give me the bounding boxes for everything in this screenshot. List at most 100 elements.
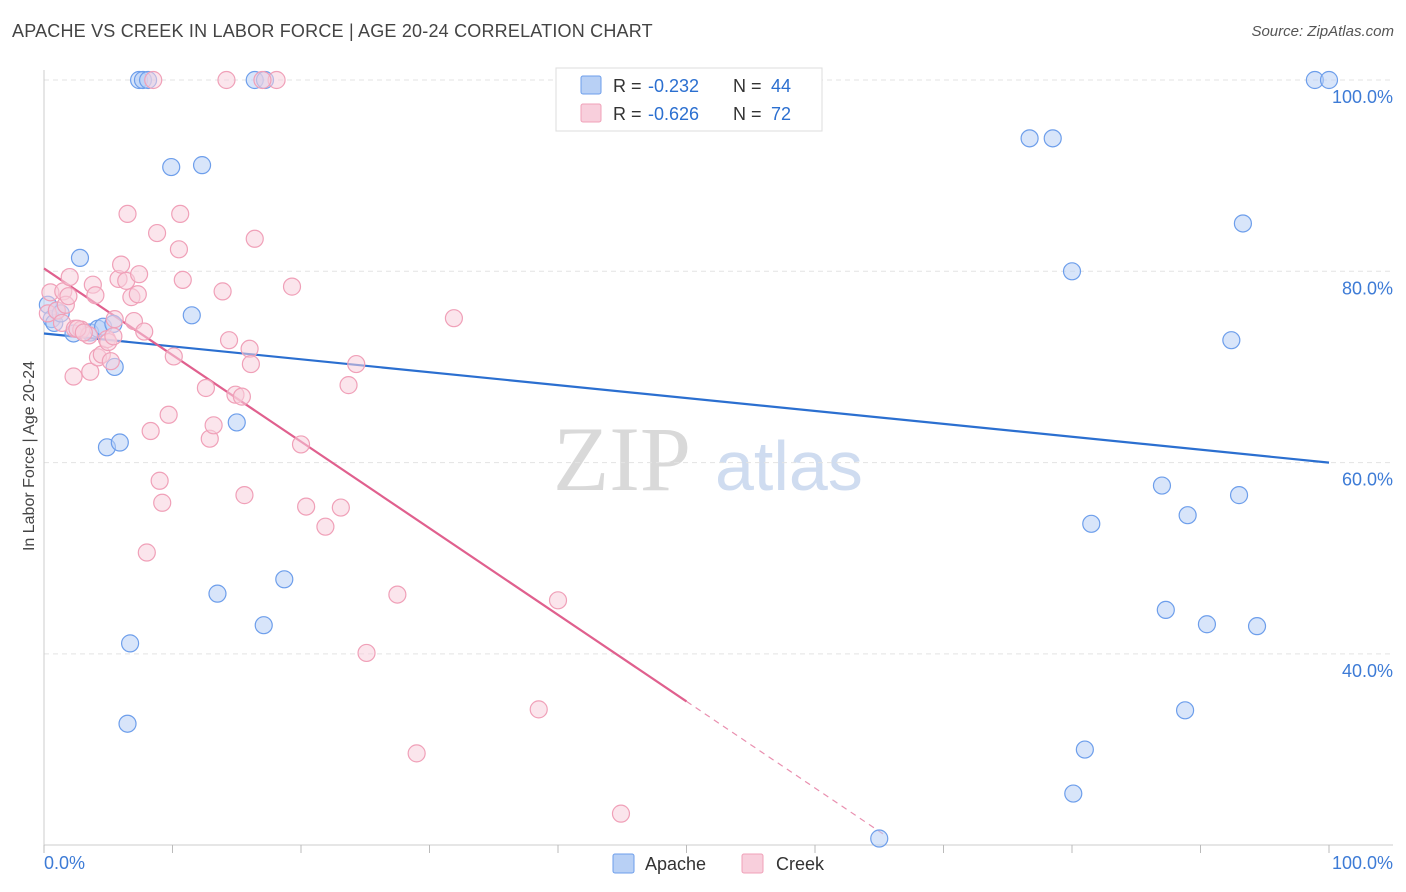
point-creek xyxy=(159,405,178,424)
point-creek xyxy=(213,282,232,301)
point-apache xyxy=(1152,476,1172,495)
stats-n-label-creek: N = xyxy=(733,104,762,124)
stats-swatch-creek xyxy=(580,103,602,123)
point-creek xyxy=(388,585,407,604)
point-creek xyxy=(74,323,93,342)
point-creek xyxy=(291,435,311,454)
point-creek xyxy=(529,700,548,719)
point-creek xyxy=(101,352,120,371)
point-creek xyxy=(217,70,236,90)
point-creek xyxy=(611,804,631,823)
point-apache xyxy=(1156,600,1175,620)
y-tick-label: 40.0% xyxy=(1342,661,1393,681)
legend-label-creek: Creek xyxy=(776,854,825,874)
point-creek xyxy=(86,286,105,305)
point-creek xyxy=(173,270,192,290)
chart-source: Source: ZipAtlas.com xyxy=(1251,23,1394,40)
legend-label-apache: Apache xyxy=(645,854,706,874)
point-apache xyxy=(192,156,212,175)
point-creek xyxy=(147,223,167,243)
point-creek xyxy=(137,543,156,562)
point-creek xyxy=(105,310,124,329)
point-apache xyxy=(1197,615,1217,634)
point-creek xyxy=(104,327,123,346)
point-creek xyxy=(60,267,79,287)
point-apache xyxy=(208,584,227,603)
watermark: ZIP atlas xyxy=(553,408,863,510)
point-creek xyxy=(164,347,183,366)
x-tick-label-left: 0.0% xyxy=(44,853,85,873)
y-tick-label: 60.0% xyxy=(1342,470,1393,490)
point-creek xyxy=(171,204,190,224)
point-apache xyxy=(1175,701,1195,720)
point-apache xyxy=(1064,784,1083,803)
point-creek xyxy=(219,331,239,350)
point-apache xyxy=(110,433,129,452)
legend-swatch-creek xyxy=(741,853,764,874)
point-creek xyxy=(316,517,335,536)
point-apache xyxy=(1075,740,1094,759)
point-apache xyxy=(227,413,246,432)
point-apache xyxy=(1178,506,1197,525)
stats-r-label-apache: R = xyxy=(613,76,642,96)
legend: Apache Creek xyxy=(612,853,825,874)
point-apache xyxy=(1082,514,1101,533)
point-apache xyxy=(182,306,201,325)
chart-title: APACHE VS CREEK IN LABOR FORCE | AGE 20-… xyxy=(12,21,653,41)
point-creek xyxy=(347,354,366,374)
point-creek xyxy=(339,376,358,395)
point-creek xyxy=(282,277,302,296)
stats-r-value-apache: -0.232 xyxy=(648,76,699,96)
stats-n-label-apache: N = xyxy=(733,76,762,96)
trend-line-apache xyxy=(43,332,1330,464)
point-apache xyxy=(1229,486,1249,505)
point-creek xyxy=(135,322,154,341)
stats-r-label-creek: R = xyxy=(613,104,642,124)
point-creek xyxy=(241,354,260,374)
point-apache xyxy=(275,570,294,589)
point-creek xyxy=(444,309,464,328)
watermark-atlas: atlas xyxy=(715,427,863,505)
point-creek xyxy=(253,70,272,90)
point-creek xyxy=(141,421,160,441)
point-creek xyxy=(331,498,350,517)
stats-box: R = -0.232 N = 44 R = -0.626 N = 72 xyxy=(555,67,823,132)
y-tick-label: 80.0% xyxy=(1342,278,1393,298)
point-creek xyxy=(235,486,254,505)
point-creek xyxy=(407,744,426,763)
point-apache xyxy=(1062,262,1082,281)
point-apache xyxy=(870,829,889,848)
point-apache xyxy=(162,157,181,177)
stats-swatch-apache xyxy=(580,75,602,95)
x-tick-label-right: 100.0% xyxy=(1332,853,1393,873)
point-creek xyxy=(204,416,223,435)
point-creek xyxy=(196,378,216,398)
point-creek xyxy=(129,265,149,284)
point-apache xyxy=(1222,331,1241,350)
point-apache xyxy=(1020,129,1039,148)
point-creek xyxy=(64,367,83,386)
point-creek xyxy=(128,285,147,304)
point-creek xyxy=(81,362,100,381)
trend-line-creek-extension xyxy=(686,700,887,837)
point-creek xyxy=(169,240,189,259)
y-tick-label: 100.0% xyxy=(1332,87,1393,107)
point-creek xyxy=(245,229,264,248)
legend-swatch-apache xyxy=(612,853,635,874)
point-apache xyxy=(254,616,273,635)
point-apache xyxy=(1233,214,1253,233)
point-creek xyxy=(357,643,376,663)
stats-n-value-creek: 72 xyxy=(771,104,791,124)
x-axis-ticks xyxy=(43,845,1330,853)
point-apache xyxy=(1319,70,1339,90)
point-apache xyxy=(70,248,90,268)
point-apache xyxy=(120,634,140,653)
point-apache xyxy=(118,714,137,733)
stats-r-value-creek: -0.626 xyxy=(648,104,699,124)
point-creek xyxy=(118,204,137,224)
trend-lines xyxy=(43,267,1330,837)
point-creek xyxy=(150,471,169,490)
point-creek xyxy=(232,387,251,406)
stats-n-value-apache: 44 xyxy=(771,76,791,96)
